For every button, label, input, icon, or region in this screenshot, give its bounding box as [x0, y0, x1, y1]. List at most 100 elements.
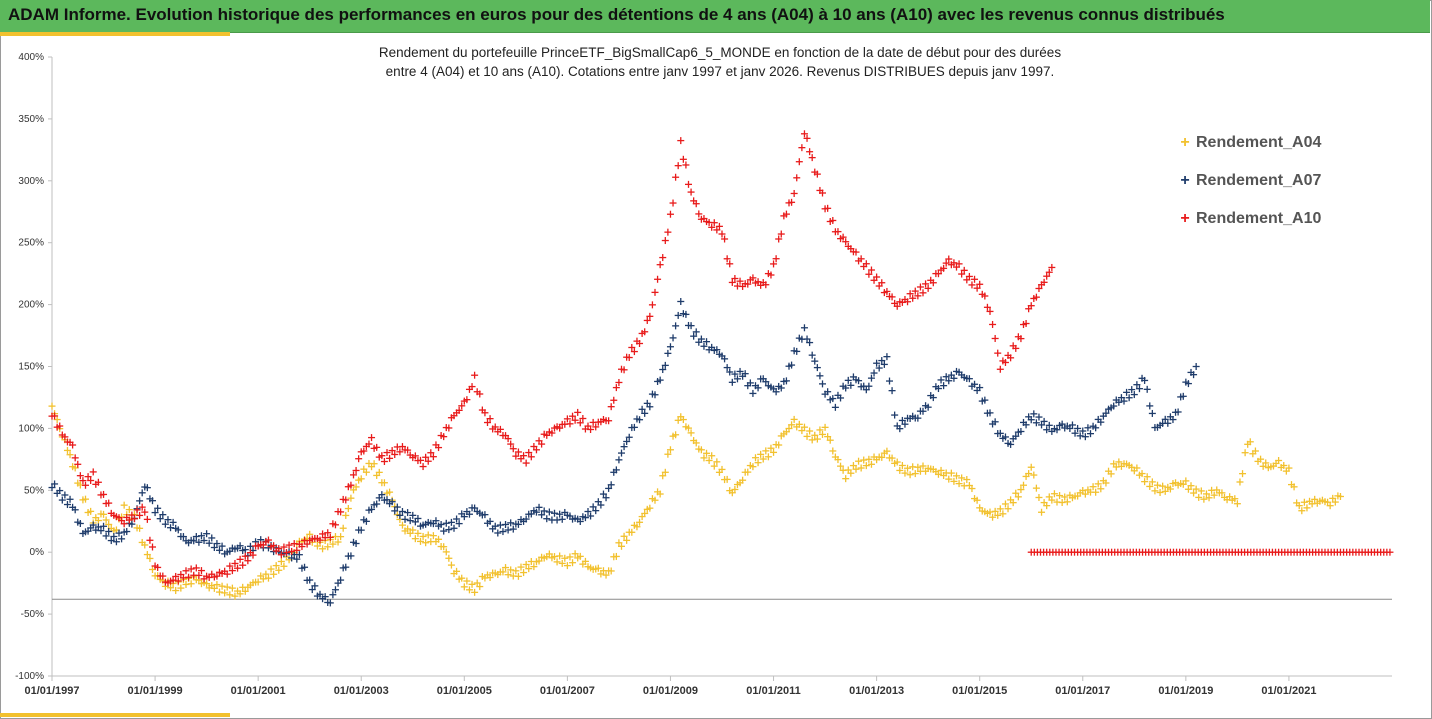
legend-marker-a10: +	[1180, 210, 1190, 227]
data-point-rendement-a07	[713, 346, 721, 354]
data-point-rendement-a04	[860, 456, 868, 464]
data-point-rendement-a07	[584, 508, 592, 516]
data-point-rendement-a10	[646, 312, 654, 320]
data-point-rendement-a07	[875, 364, 883, 372]
data-point-rendement-a10	[496, 425, 504, 433]
data-point-rendement-a10	[1040, 278, 1048, 286]
data-point-rendement-a07	[210, 544, 218, 552]
data-point-rendement-a04	[1192, 485, 1200, 493]
data-point-rendement-a07	[465, 510, 473, 518]
data-point-rendement-a07	[306, 576, 314, 584]
data-point-rendement-a07	[641, 409, 649, 417]
data-point-rendement-a04	[1202, 490, 1210, 498]
data-point-rendement-a10	[803, 134, 811, 142]
chart-title-line-1: Rendement du portefeuille PrinceETF_BigS…	[378, 45, 1062, 60]
data-point-rendement-a10	[417, 456, 424, 464]
data-point-rendement-a04	[904, 464, 912, 472]
data-point-rendement-a04	[417, 537, 424, 545]
data-point-rendement-a10	[772, 255, 780, 263]
data-point-rendement-a04	[280, 562, 288, 570]
legend-item-a10: + Rendement_A10	[1176, 200, 1366, 238]
data-point-rendement-a07	[200, 537, 208, 545]
data-point-rendement-a07	[934, 385, 942, 393]
data-point-rendement-a10	[592, 423, 600, 431]
data-point-rendement-a04	[1035, 493, 1043, 501]
data-point-rendement-a10	[754, 278, 762, 286]
data-point-rendement-a10	[579, 414, 587, 422]
data-point-rendement-a04	[63, 446, 71, 454]
data-point-rendement-a10	[236, 555, 244, 563]
data-point-rendement-a04	[685, 424, 692, 432]
data-point-rendement-a07	[630, 423, 638, 431]
data-point-rendement-a07	[618, 449, 625, 457]
y-tick-label: -100%	[15, 671, 44, 682]
data-point-rendement-a10	[138, 503, 146, 511]
data-point-rendement-a07	[311, 582, 319, 590]
data-point-rendement-a07	[692, 328, 700, 336]
data-point-rendement-a04	[958, 474, 966, 482]
data-point-rendement-a07	[731, 370, 739, 378]
data-point-rendement-a04	[901, 469, 909, 477]
chart-title-line-2: entre 4 (A04) et 10 ans (A10). Cotations…	[385, 64, 1055, 79]
data-point-rendement-a07	[455, 520, 463, 528]
data-point-rendement-a04	[723, 475, 731, 483]
data-point-rendement-a10	[337, 508, 345, 516]
data-point-rendement-a07	[138, 489, 146, 497]
data-point-rendement-a04	[1329, 494, 1337, 502]
data-point-rendement-a10	[1043, 272, 1051, 280]
data-point-rendement-a04	[380, 479, 388, 487]
data-point-rendement-a04	[1161, 487, 1169, 495]
data-point-rendement-a07	[1192, 363, 1200, 370]
data-point-rendement-a10	[672, 173, 680, 181]
data-point-rendement-a10	[723, 255, 731, 263]
data-point-rendement-a07	[404, 509, 412, 517]
data-point-rendement-a10	[983, 303, 991, 311]
data-point-rendement-a04	[520, 569, 528, 577]
data-point-rendement-a07	[1007, 440, 1015, 448]
data-point-rendement-a07	[100, 522, 108, 530]
data-point-rendement-a04	[785, 425, 793, 433]
data-point-rendement-a07	[494, 529, 502, 537]
data-point-rendement-a10	[223, 570, 231, 578]
data-point-rendement-a10	[919, 289, 927, 297]
data-point-rendement-a10	[728, 278, 736, 286]
data-point-rendement-a04	[473, 579, 481, 587]
data-point-rendement-a10	[767, 271, 775, 279]
data-point-rendement-a07	[128, 520, 136, 528]
data-point-rendement-a10	[288, 547, 296, 555]
data-point-rendement-a04	[1241, 449, 1249, 457]
data-point-rendement-a10	[798, 144, 806, 152]
data-point-rendement-a10	[914, 292, 922, 300]
data-point-rendement-a04	[855, 457, 863, 465]
data-point-rendement-a07	[878, 357, 886, 365]
data-point-rendement-a07	[1066, 424, 1074, 432]
data-point-rendement-a10	[625, 354, 633, 362]
data-point-rendement-a07	[587, 512, 595, 520]
data-point-rendement-a10	[834, 228, 842, 236]
data-point-rendement-a04	[440, 543, 448, 551]
data-point-rendement-a10	[556, 424, 564, 432]
data-point-rendement-a04	[906, 471, 914, 479]
data-point-rendement-a04	[788, 421, 796, 429]
data-point-rendement-a04	[566, 553, 574, 561]
data-point-rendement-a07	[1035, 413, 1043, 421]
x-tick-label: 01/01/2001	[231, 685, 286, 697]
data-point-rendement-a10	[504, 435, 512, 443]
data-point-rendement-a07	[1032, 419, 1040, 427]
data-point-rendement-a07	[337, 576, 345, 584]
data-point-rendement-a04	[697, 446, 705, 454]
data-point-rendement-a04	[563, 562, 571, 570]
data-point-rendement-a07	[398, 507, 406, 515]
data-point-rendement-a10	[427, 449, 435, 457]
data-point-rendement-a04	[1154, 481, 1161, 489]
data-point-rendement-a04	[808, 436, 816, 444]
data-point-rendement-a04	[146, 554, 154, 562]
x-tick-label: 01/01/2017	[1055, 685, 1110, 697]
data-point-rendement-a04	[893, 458, 901, 466]
data-point-rendement-a04	[757, 450, 765, 458]
data-point-rendement-a04	[419, 532, 427, 540]
data-point-rendement-a04	[1138, 470, 1146, 478]
data-point-rendement-a10	[587, 425, 595, 433]
data-point-rendement-a10	[971, 275, 979, 283]
data-point-rendement-a07	[1012, 432, 1020, 440]
